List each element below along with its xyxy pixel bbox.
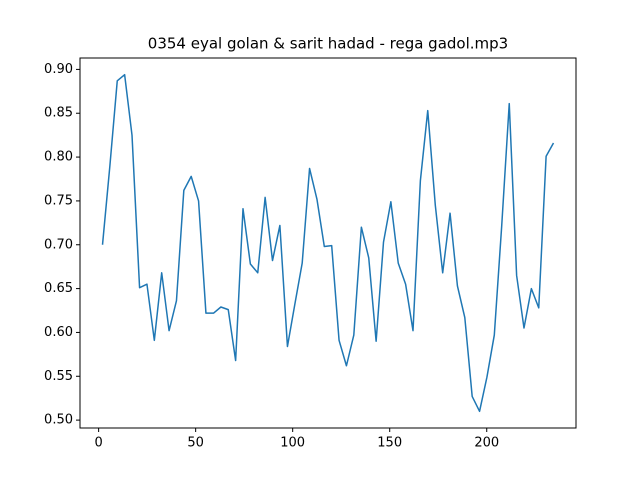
y-tick-label: 0.50 (44, 413, 73, 428)
x-tick-label: 0 (94, 436, 102, 451)
x-tick-label: 100 (280, 436, 305, 451)
x-tick-label: 200 (474, 436, 499, 451)
x-tick-label: 50 (187, 436, 204, 451)
axes-frame (79, 57, 577, 429)
y-tick-label: 0.80 (44, 150, 73, 165)
y-tick-label: 0.70 (44, 237, 73, 252)
y-tick-label: 0.65 (44, 281, 73, 296)
chart-title: 0354 eyal golan & sarit hadad - rega gad… (148, 35, 508, 53)
x-tick-label: 150 (377, 436, 402, 451)
y-tick-label: 0.75 (44, 193, 73, 208)
y-tick-label: 0.85 (44, 106, 73, 121)
y-tick-label: 0.60 (44, 325, 73, 340)
y-tick-label: 0.90 (44, 62, 73, 77)
y-tick-label: 0.55 (44, 369, 73, 384)
line-series (101, 73, 555, 413)
